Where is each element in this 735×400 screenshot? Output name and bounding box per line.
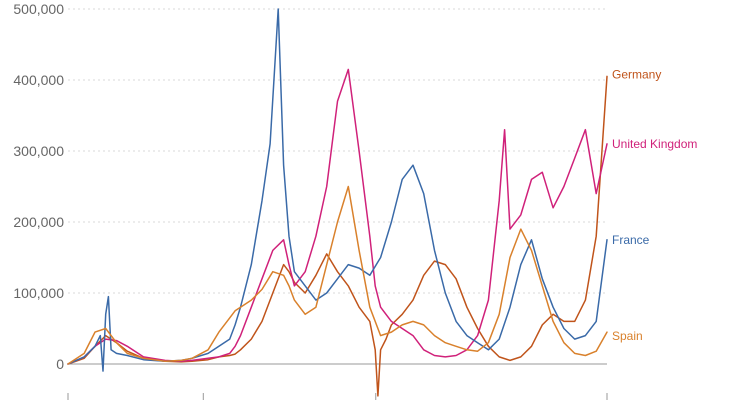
y-tick-label: 300,000 [13, 143, 64, 159]
y-tick-label: 0 [56, 356, 64, 372]
series-label-germany: Germany [612, 67, 661, 81]
series-line-spain [67, 185, 608, 365]
series-lines [67, 8, 608, 397]
series-line-united-kingdom [67, 68, 608, 365]
series-label-spain: Spain [612, 329, 643, 343]
series-labels: Germany United Kingdom France Spain [612, 67, 697, 343]
y-tick-label: 500,000 [13, 1, 64, 17]
series-line-germany [67, 75, 608, 397]
series-label-united-kingdom: United Kingdom [612, 137, 697, 151]
y-axis-tick-labels: 0 100,000 200,000 300,000 400,000 500,000 [13, 1, 64, 372]
gridlines [68, 8, 607, 365]
y-tick-label: 400,000 [13, 72, 64, 88]
series-label-france: France [612, 233, 650, 247]
y-tick-label: 100,000 [13, 285, 64, 301]
series-line-france [67, 8, 608, 372]
x-axis-ticks [67, 393, 608, 400]
y-tick-label: 200,000 [13, 214, 64, 230]
